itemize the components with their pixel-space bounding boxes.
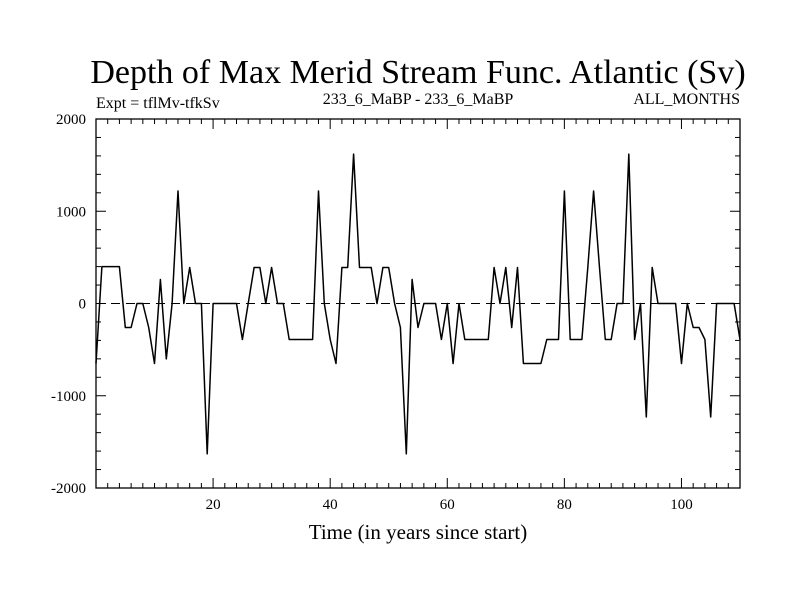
period-label: 233_6_MaBP - 233_6_MaBP bbox=[323, 91, 514, 108]
y-tick-label: 1000 bbox=[56, 204, 86, 220]
y-tick-label: -1000 bbox=[51, 389, 86, 405]
x-tick-label: 80 bbox=[557, 497, 572, 513]
x-axis-label: Time (in years since start) bbox=[309, 520, 528, 544]
data-series bbox=[95, 153, 741, 455]
tick-labels: 20 40 60 80 100 -2000 -1000 0 1000 2000 bbox=[51, 112, 693, 513]
chart-title: Depth of Max Merid Stream Func. Atlantic… bbox=[90, 54, 745, 91]
x-tick-label: 100 bbox=[670, 497, 693, 513]
x-tick-label: 20 bbox=[206, 497, 221, 513]
series-line bbox=[95, 153, 741, 455]
y-tick-label: -2000 bbox=[51, 481, 86, 497]
axis-ticks bbox=[96, 119, 740, 488]
x-tick-label: 40 bbox=[323, 497, 338, 513]
x-tick-label: 60 bbox=[440, 497, 455, 513]
y-tick-label: 2000 bbox=[56, 112, 86, 128]
months-label: ALL_MONTHS bbox=[633, 91, 740, 108]
plot-frame bbox=[95, 118, 741, 489]
experiment-label: Expt = tflMv-tfkSv bbox=[96, 95, 220, 112]
y-tick-label: 0 bbox=[79, 297, 87, 313]
